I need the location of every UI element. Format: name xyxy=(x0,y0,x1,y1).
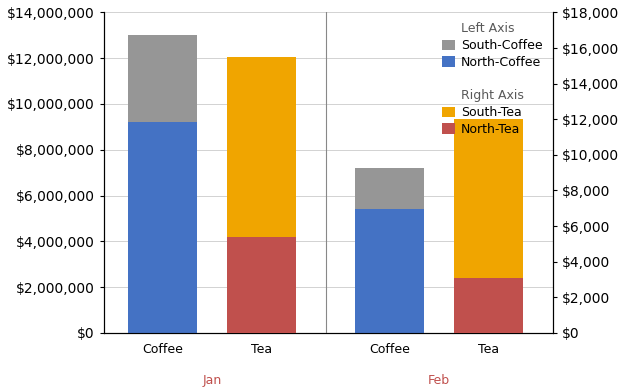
Bar xyxy=(356,209,424,333)
Bar xyxy=(356,168,424,209)
Bar xyxy=(454,278,523,333)
Text: Jan: Jan xyxy=(203,374,222,387)
Legend: Left Axis, South-Coffee, North-Coffee,  , Right Axis, South-Tea, North-Tea: Left Axis, South-Coffee, North-Coffee, ,… xyxy=(439,19,546,140)
Bar xyxy=(227,57,296,237)
Bar xyxy=(128,122,197,333)
Bar xyxy=(454,119,523,278)
Bar xyxy=(128,35,197,122)
Text: Feb: Feb xyxy=(428,374,450,387)
Bar xyxy=(227,237,296,333)
